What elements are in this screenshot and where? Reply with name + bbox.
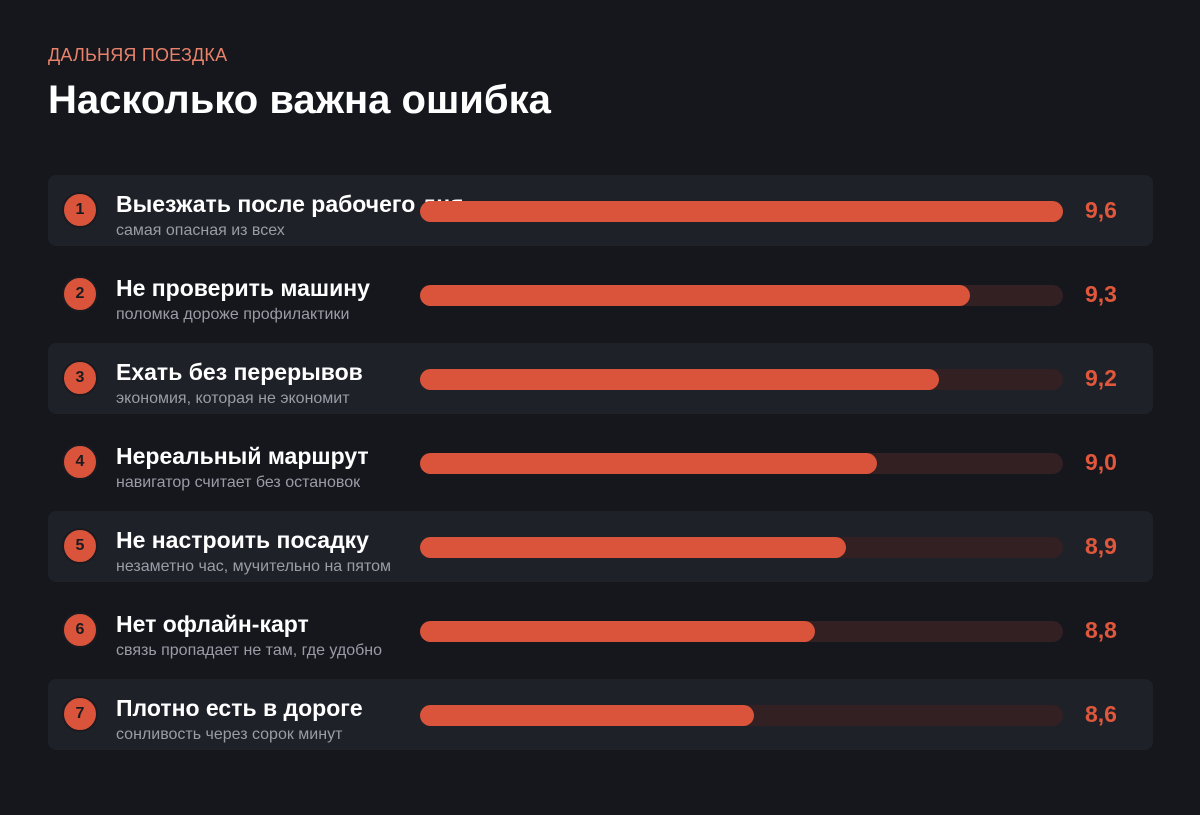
category-label: Не настроить посадку (116, 527, 369, 553)
category-subtitle: незаметно час, мучительно на пятом (116, 558, 391, 575)
bar-track (420, 537, 1063, 558)
category-subtitle: самая опасная из всех (116, 222, 285, 239)
rank-badge: 6 (62, 612, 98, 648)
bar-track (420, 369, 1063, 390)
chart-row: 1 Выезжать после рабочего дня самая опасна… (48, 175, 1153, 246)
page-title: Насколько важна ошибка (48, 78, 551, 122)
chart-row: 3 Ехать без перерывов экономия, которая не… (48, 343, 1153, 414)
rank-badge: 5 (62, 528, 98, 564)
category-subtitle: навигатор считает без остановок (116, 474, 361, 491)
kicker-text: ДАЛЬНЯЯ ПОЕЗДКА (48, 45, 228, 65)
bar-fill (420, 201, 1063, 222)
category-label: Выезжать после рабочего дня (116, 191, 464, 217)
category-label: Плотно есть в дороге (116, 695, 363, 721)
bar-fill (420, 621, 816, 642)
value-label: 8,9 (1085, 533, 1117, 559)
category-label: Не проверить машину (116, 275, 370, 301)
rank-badge: 3 (62, 360, 98, 396)
category-label: Нет офлайн-карт (116, 611, 309, 637)
bar-track (420, 621, 1063, 642)
value-label: 9,0 (1085, 449, 1117, 475)
bar-fill (420, 705, 754, 726)
bar-fill (420, 285, 971, 306)
category-subtitle: сонливость через сорок минут (116, 726, 343, 743)
bar-fill (420, 369, 940, 390)
chart-row: 7 Плотно есть в дороге сонливость через со… (48, 679, 1153, 750)
bar-track (420, 285, 1063, 306)
bar-track (420, 705, 1063, 726)
bar-track (420, 453, 1063, 474)
bar-fill (420, 453, 878, 474)
value-label: 8,8 (1085, 617, 1117, 643)
bar-fill (420, 537, 847, 558)
rank-badge: 2 (62, 276, 98, 312)
category-label: Ехать без перерывов (116, 359, 363, 385)
chart-row: 2 Не проверить машину поломка дороже профи… (48, 259, 1153, 330)
category-subtitle: связь пропадает не там, где удобно (116, 642, 383, 659)
category-label: Нереальный маршрут (116, 443, 369, 469)
rank-badge: 4 (62, 444, 98, 480)
value-label: 9,2 (1085, 365, 1117, 391)
value-label: 9,3 (1085, 281, 1117, 307)
rank-badge: 7 (62, 696, 98, 732)
value-label: 9,6 (1085, 197, 1117, 223)
value-label: 8,6 (1085, 701, 1117, 727)
chart-row: 4 Нереальный маршрут навигатор считает без… (48, 427, 1153, 498)
category-subtitle: поломка дороже профилактики (116, 306, 350, 323)
category-subtitle: экономия, которая не экономит (116, 390, 350, 407)
chart-row: 6 Нет офлайн-карт связь пропадает не там, … (48, 595, 1153, 666)
rank-badge: 1 (62, 192, 98, 228)
chart-row: 5 Не настроить посадку незаметно час, мучи… (48, 511, 1153, 582)
ranked-bar-chart: 1 Выезжать после рабочего дня самая опасна… (48, 175, 1153, 763)
bar-track (420, 201, 1063, 222)
